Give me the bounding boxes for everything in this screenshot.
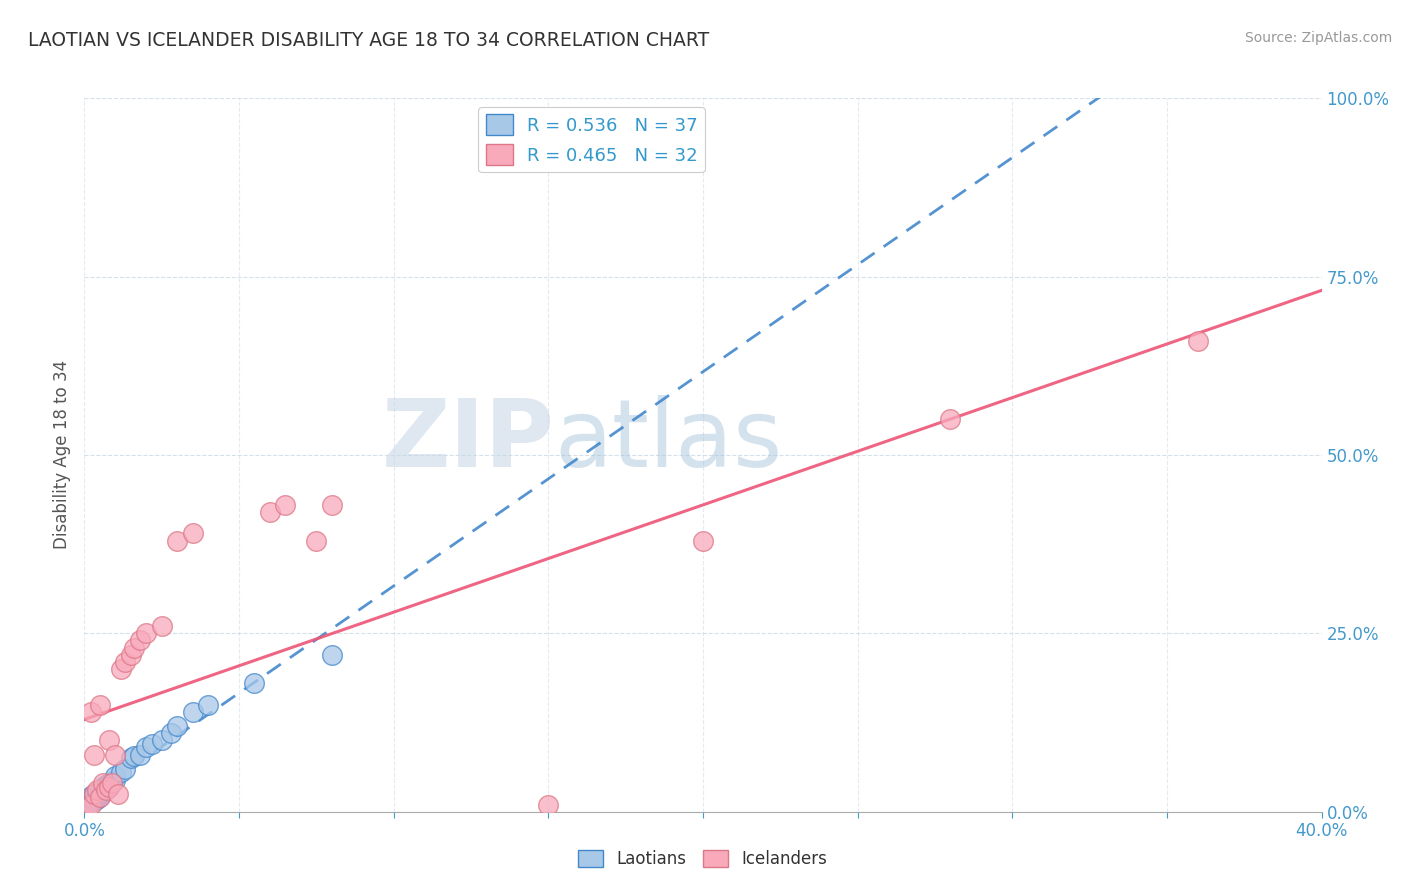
- Point: [98, 733, 121, 747]
- Point: [79, 797, 101, 812]
- Point: [243, 676, 266, 690]
- Text: Source: ZipAtlas.com: Source: ZipAtlas.com: [1244, 31, 1392, 45]
- Point: [181, 526, 204, 541]
- Point: [110, 662, 132, 676]
- Point: [120, 648, 142, 662]
- Point: [89, 787, 111, 801]
- Point: [76, 794, 98, 808]
- Point: [83, 787, 105, 801]
- Point: [135, 740, 157, 755]
- Text: LAOTIAN VS ICELANDER DISABILITY AGE 18 TO 34 CORRELATION CHART: LAOTIAN VS ICELANDER DISABILITY AGE 18 T…: [28, 31, 710, 50]
- Point: [89, 790, 111, 805]
- Point: [160, 726, 183, 740]
- Point: [101, 776, 124, 790]
- Point: [86, 783, 108, 797]
- Point: [76, 797, 98, 812]
- Point: [122, 640, 145, 655]
- Point: [114, 762, 136, 776]
- Point: [79, 705, 101, 719]
- Point: [94, 783, 117, 797]
- Point: [305, 533, 328, 548]
- Point: [104, 747, 127, 762]
- Point: [89, 789, 111, 803]
- Point: [197, 698, 219, 712]
- Point: [150, 733, 173, 747]
- Point: [692, 533, 714, 548]
- Text: ZIP: ZIP: [381, 394, 554, 487]
- Point: [104, 769, 127, 783]
- Point: [94, 781, 117, 796]
- Point: [259, 505, 281, 519]
- Point: [76, 801, 98, 815]
- Y-axis label: Disability Age 18 to 34: Disability Age 18 to 34: [53, 360, 72, 549]
- Point: [91, 785, 114, 799]
- Point: [166, 533, 188, 548]
- Point: [91, 776, 114, 790]
- Point: [141, 737, 163, 751]
- Point: [86, 790, 108, 805]
- Point: [166, 719, 188, 733]
- Point: [321, 498, 343, 512]
- Point: [122, 749, 145, 764]
- Point: [83, 790, 105, 805]
- Point: [98, 780, 121, 794]
- Point: [110, 765, 132, 780]
- Point: [537, 797, 560, 812]
- Point: [79, 796, 101, 810]
- Point: [120, 751, 142, 765]
- Point: [83, 794, 105, 808]
- Point: [98, 776, 121, 790]
- Point: [101, 774, 124, 789]
- Point: [79, 792, 101, 806]
- Point: [181, 705, 204, 719]
- Point: [939, 412, 962, 426]
- Point: [83, 747, 105, 762]
- Text: atlas: atlas: [554, 394, 783, 487]
- Point: [98, 780, 121, 794]
- Legend: R = 0.536   N = 37, R = 0.465   N = 32: R = 0.536 N = 37, R = 0.465 N = 32: [478, 107, 704, 172]
- Point: [86, 787, 108, 801]
- Point: [79, 789, 101, 803]
- Legend: Laotians, Icelanders: Laotians, Icelanders: [572, 843, 834, 875]
- Point: [129, 747, 152, 762]
- Point: [114, 655, 136, 669]
- Point: [89, 783, 111, 797]
- Point: [94, 778, 117, 792]
- Point: [321, 648, 343, 662]
- Point: [107, 787, 129, 801]
- Point: [274, 498, 297, 512]
- Point: [91, 780, 114, 794]
- Point: [104, 772, 127, 787]
- Point: [135, 626, 157, 640]
- Point: [150, 619, 173, 633]
- Point: [83, 787, 105, 801]
- Point: [129, 633, 152, 648]
- Point: [1187, 334, 1209, 348]
- Point: [86, 792, 108, 806]
- Point: [89, 698, 111, 712]
